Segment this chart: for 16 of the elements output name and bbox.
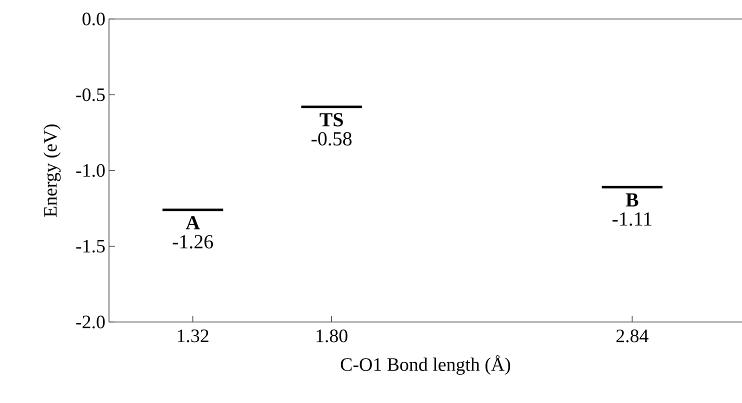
- annotation: TS: [320, 113, 343, 126]
- data-label: -0.58: [312, 132, 352, 146]
- annotation: B: [626, 193, 638, 206]
- y-tick-label: -0.5: [76, 88, 105, 102]
- y-axis-title: Energy (eV): [43, 124, 61, 217]
- x-tick-label: 2.84: [616, 330, 648, 342]
- y-tick-label: -1.5: [76, 240, 105, 253]
- x-axis-title: C-O1 Bond length (Å): [340, 355, 510, 375]
- y-tick-label: -2.0: [76, 316, 105, 328]
- x-tick-label: 1.32: [178, 330, 208, 342]
- annotation: A: [186, 216, 200, 230]
- data-label: -1.11: [612, 212, 652, 226]
- data-label: -1.26: [172, 235, 213, 249]
- y-tick-label: 0.0: [82, 12, 105, 26]
- y-tick-label: -1.0: [76, 164, 105, 177]
- x-tick-label: 1.80: [316, 330, 348, 342]
